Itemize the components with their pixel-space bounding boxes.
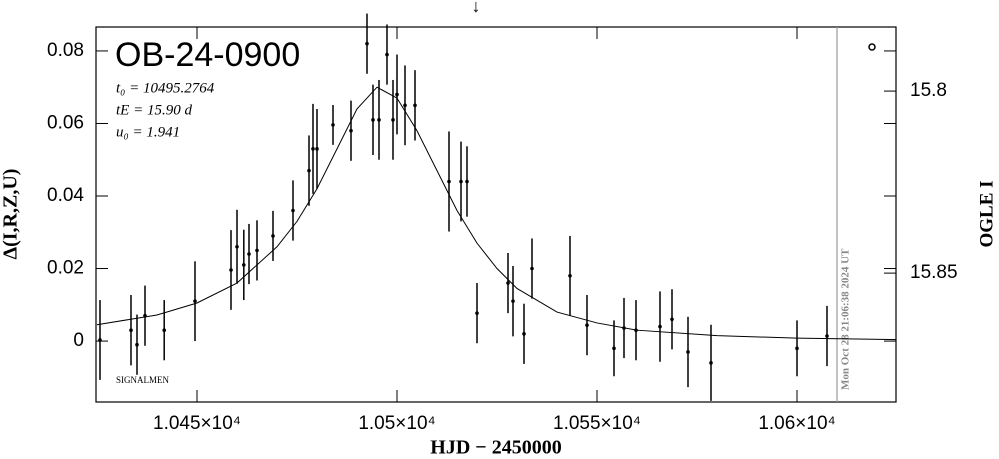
- data-point: [709, 361, 713, 365]
- data-point: [622, 326, 626, 330]
- data-point: [349, 128, 353, 133]
- data-point: [795, 346, 799, 351]
- data-point: [377, 118, 381, 122]
- data-point: [291, 208, 295, 213]
- y2-tick-label: 15.85: [910, 262, 958, 283]
- data-point: [658, 324, 662, 329]
- data-point: [395, 92, 399, 97]
- y-tick-label: 0.06: [47, 112, 84, 133]
- data-point: [365, 41, 369, 46]
- data-point: [459, 179, 463, 184]
- data-point: [568, 273, 572, 278]
- data-point: [193, 299, 197, 303]
- data-point: [530, 266, 534, 271]
- credit: SIGNALMEN: [116, 375, 169, 385]
- data-point: [506, 281, 510, 285]
- data-point: [98, 338, 102, 342]
- data-point: [511, 299, 515, 303]
- plot-frame: [95, 26, 897, 403]
- y-tick-label: 0: [73, 330, 84, 351]
- data-point: [271, 234, 275, 238]
- data-point: [143, 313, 147, 318]
- data-point: [371, 118, 375, 122]
- x-tick-label: 1.045×10⁴: [153, 413, 241, 434]
- y-tick-label: 0.04: [47, 185, 84, 206]
- param-t0: t₀ = 10495.2764: [116, 80, 215, 96]
- y2-axis-label: OGLE I: [976, 180, 997, 247]
- data-point: [162, 328, 166, 332]
- data-point: [129, 328, 133, 332]
- chart-title: OB-24-0900: [115, 36, 300, 74]
- data-point: [242, 263, 246, 267]
- data-point: [311, 147, 315, 151]
- x-tick-label: 1.06×10⁴: [758, 413, 835, 434]
- data-point: [229, 268, 233, 272]
- model-curve: [96, 86, 897, 341]
- data-point: [413, 103, 417, 108]
- data-point: [235, 244, 239, 249]
- y-tick-label: 0.02: [47, 258, 84, 279]
- y2-tick-label: 15.8: [910, 80, 947, 101]
- data-point: [670, 317, 674, 322]
- corner-circle: [868, 43, 876, 51]
- data-point: [522, 332, 526, 336]
- data-point: [247, 252, 251, 256]
- x-tick-label: 1.055×10⁴: [553, 413, 641, 434]
- data-point: [385, 52, 389, 57]
- data-point: [585, 323, 589, 327]
- data-point: [391, 118, 395, 122]
- data-point: [475, 311, 479, 315]
- data-point: [465, 179, 469, 184]
- data-point: [612, 346, 616, 351]
- x-axis-label: HJD − 2450000: [430, 437, 561, 459]
- data-point: [255, 248, 259, 253]
- timestamp-label: Mon Oct 28 21:06:38 2024 UT: [840, 248, 852, 390]
- data-point: [634, 328, 638, 332]
- y-axis-label: Δ(I,R,Z,U): [0, 169, 22, 260]
- data-point: [447, 179, 451, 184]
- data-point: [307, 168, 311, 173]
- arrow-marker: ↓: [472, 0, 481, 16]
- data-point: [686, 350, 690, 354]
- y-tick-label: 0.08: [47, 40, 84, 61]
- data-point: [331, 123, 335, 127]
- data-point: [825, 334, 829, 338]
- param-te: tE = 15.90 d: [116, 102, 192, 118]
- x-tick-label: 1.05×10⁴: [358, 413, 435, 434]
- data-point: [135, 342, 139, 347]
- param-u0: u₀ = 1.941: [116, 124, 180, 140]
- data-point: [315, 147, 319, 151]
- data-point: [403, 103, 407, 108]
